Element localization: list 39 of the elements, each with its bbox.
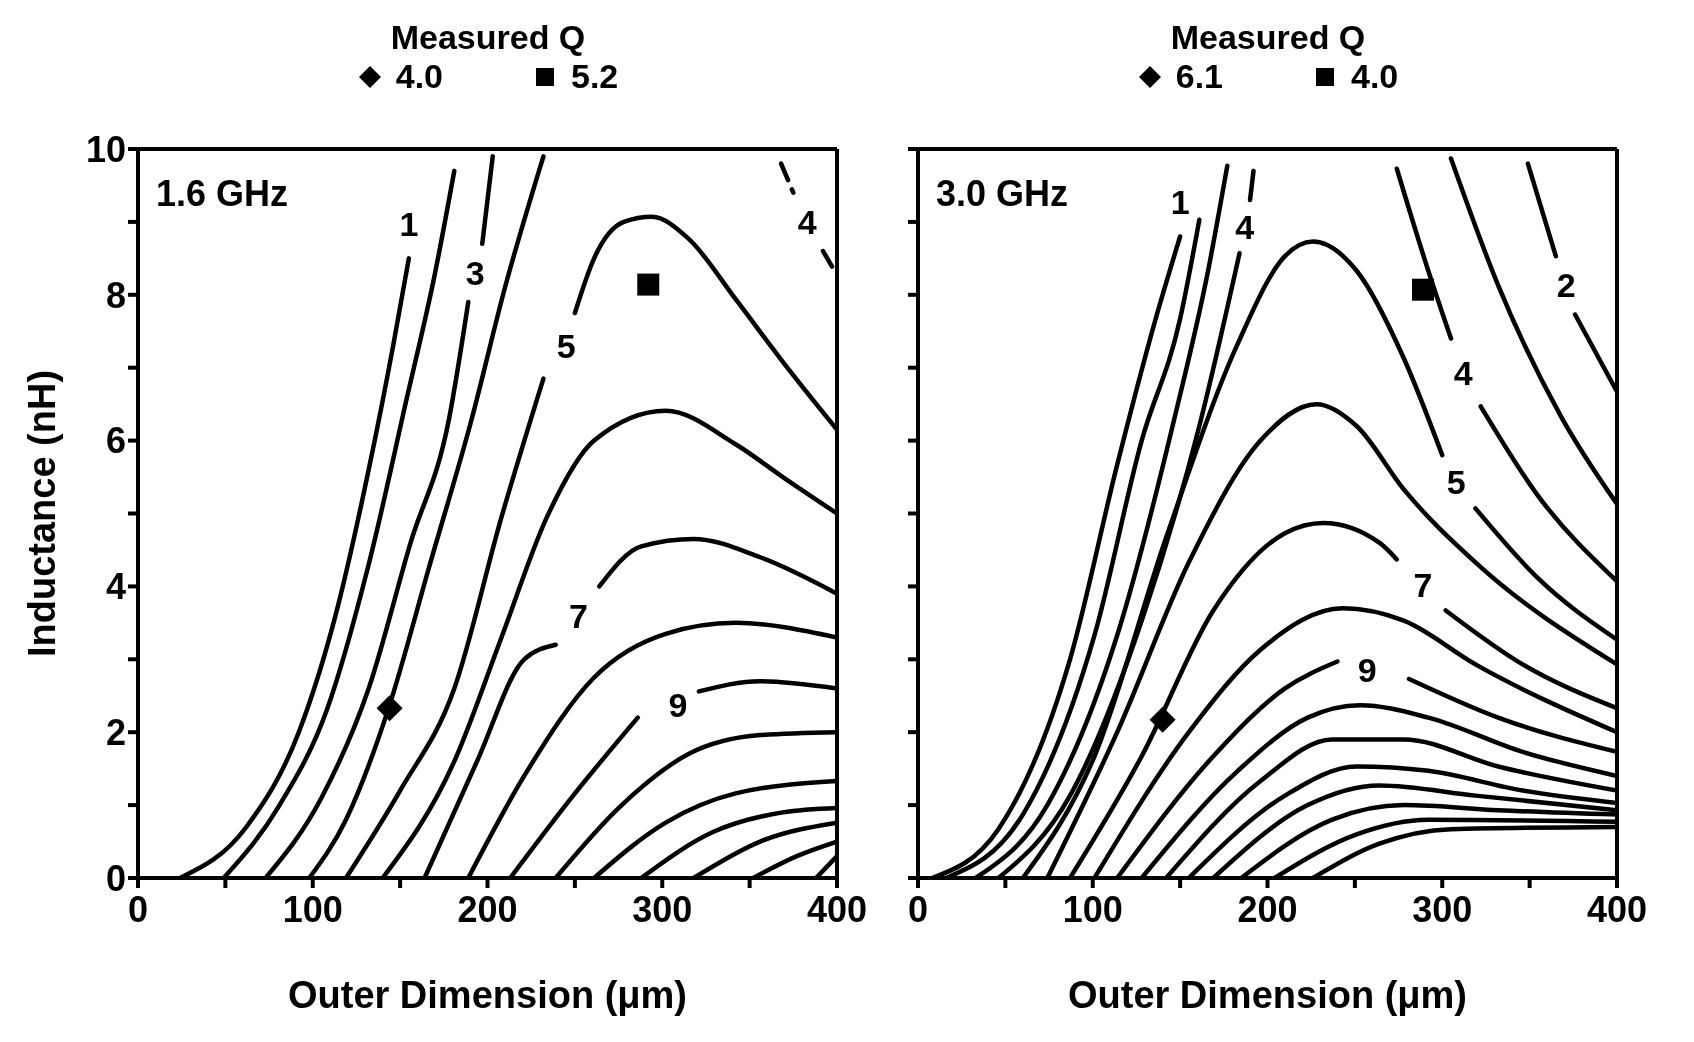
y-tick-label: 8 xyxy=(105,274,126,316)
x-axis-title: Outer Dimension (μm) xyxy=(287,974,688,1016)
series-label: 3 xyxy=(465,254,485,292)
series-label: 2 xyxy=(1556,266,1576,305)
x-axis-title: Outer Dimension (μm) xyxy=(1067,974,1468,1016)
x-tick-label: 200 xyxy=(1237,888,1298,930)
y-tick-label: 10 xyxy=(85,128,126,170)
x-tick-label: 100 xyxy=(1062,888,1123,930)
x-tick-label: 300 xyxy=(1412,888,1473,930)
series-label: 1 xyxy=(1170,183,1190,222)
y-axis-title: Inductance (nH) xyxy=(21,369,64,658)
series-label: 5 xyxy=(1446,462,1466,501)
x-tick-label: 0 xyxy=(907,888,929,930)
legend-label: 4.0 xyxy=(1351,57,1399,96)
y-tick-label: 4 xyxy=(105,566,126,608)
y-tick-label: 0 xyxy=(105,857,126,899)
annotation: 3.0 GHz xyxy=(936,173,1069,215)
x-tick-label: 300 xyxy=(632,888,693,930)
series-label: 1 xyxy=(399,205,419,244)
series-label: 7 xyxy=(568,596,588,635)
series-label: 4 xyxy=(1453,353,1473,392)
legend-label: 4.0 xyxy=(395,57,443,96)
legend-title: Measured Q xyxy=(1169,18,1367,57)
y-tick-label: 2 xyxy=(105,711,126,753)
series-label: 9 xyxy=(1357,651,1377,690)
legend-label: 5.2 xyxy=(571,57,619,96)
annotation: 1.6 GHz xyxy=(156,173,289,215)
series-label: 4 xyxy=(1235,207,1255,246)
legend-title: Measured Q xyxy=(389,18,587,57)
series-label: 4 xyxy=(797,202,817,241)
series-label: 5 xyxy=(556,326,576,365)
x-tick-label: 100 xyxy=(282,888,343,930)
x-tick-label: 400 xyxy=(1586,888,1648,930)
series-label: 9 xyxy=(668,685,688,724)
x-tick-label: 400 xyxy=(806,888,868,930)
y-tick-label: 6 xyxy=(105,420,126,462)
series-label: 7 xyxy=(1413,566,1433,605)
legend-label: 6.1 xyxy=(1175,57,1223,96)
x-tick-label: 200 xyxy=(457,888,518,930)
